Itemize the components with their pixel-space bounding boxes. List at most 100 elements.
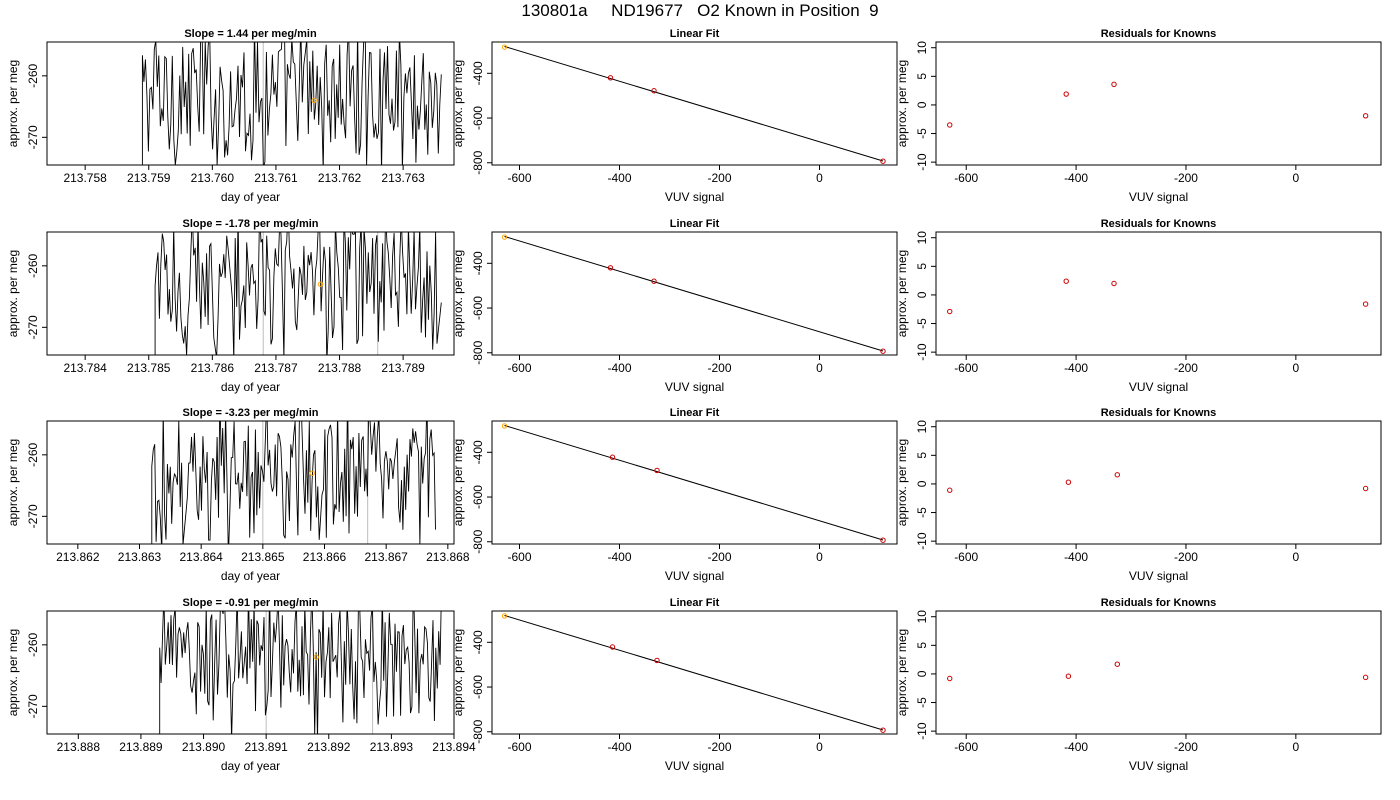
plot-title: Slope = -3.23 per meg/min [182,407,318,419]
x-tick-label: -400 [607,171,631,185]
data-point [1111,280,1117,287]
plot-frame [935,41,1382,166]
plot-area [947,278,1369,315]
y-tick-label: -800 [471,340,485,364]
x-tick-label: -200 [1174,171,1198,185]
x-tick-label: -600 [954,740,978,754]
x-tick-label: 213.762 [318,171,362,185]
x-axis-label: VUV signal [665,190,724,204]
data-point [1114,661,1120,667]
plot-area [501,613,886,733]
plot-panel: Residuals for Knowns -600 -400 -200 0 -10 -5 0 5… [895,28,1382,204]
data-trace [151,421,436,544]
x-tick-label: -600 [507,171,531,185]
plot-panel: Slope = 1.44 per meg/min 213.758 213.759 21… [6,28,455,204]
y-tick-label: 0 [915,291,929,298]
x-tick-label: 213.789 [381,361,425,375]
x-axis-label: day of year [221,380,280,394]
x-tick-label: -600 [954,550,978,564]
plot-title: Residuals for Knowns [1101,28,1217,40]
x-tick-label: -400 [1064,550,1088,564]
data-point [1063,91,1069,97]
x-axis-label: VUV signal [665,759,724,773]
plot-title: Slope = -0.91 per meg/min [182,597,318,609]
y-axis-label: approx. per meg [451,439,465,526]
x-axis-label: VUV signal [1129,759,1188,773]
plot-frame [46,41,455,166]
y-tick-label: -600 [471,106,485,130]
plot-title: Residuals for Knowns [1101,218,1217,230]
plot-frame [491,41,898,166]
data-point [1362,485,1369,492]
plot-title: Residuals for Knowns [1101,597,1217,609]
plot-area [501,44,886,164]
data-point [947,308,953,315]
y-tick-label: -260 [26,442,40,466]
data-point [654,467,660,474]
y-axis-label: approx. per meg [6,439,20,526]
x-tick-label: -600 [954,361,978,375]
plot-title: Residuals for Knowns [1101,407,1217,419]
x-tick-label: 213.758 [63,171,107,185]
y-tick-label: 5 [915,452,929,459]
plot-panel: Slope = -0.91 per meg/min 213.888 213.889 2… [6,597,476,773]
y-tick-label: -260 [26,253,40,277]
data-point [651,278,657,284]
y-tick-label: 0 [915,670,929,677]
plot-area [159,611,442,734]
plot-panel: Residuals for Knowns -600 -400 -200 0 -10 -5 0 5… [895,597,1382,773]
plot-title: Linear Fit [670,407,720,419]
data-point [1362,113,1369,119]
data-point [880,727,886,733]
plot-panel: Slope = -3.23 per meg/min 213.862 213.863 2… [6,407,470,583]
data-point [880,537,886,543]
y-tick-label: -600 [471,675,485,699]
x-tick-label: 213.788 [318,361,362,375]
y-tick-label: -270 [26,694,40,718]
plot-frame [491,610,898,735]
data-point [947,675,953,682]
x-tick-label: 213.889 [119,740,163,754]
data-point [1362,301,1369,307]
plot-title: Linear Fit [670,597,720,609]
data-point [1065,479,1072,485]
y-axis-label: approx. per meg [895,439,909,526]
x-tick-label: 213.891 [244,740,288,754]
y-tick-label: -10 [915,153,929,171]
y-tick-label: -270 [26,125,40,149]
data-point [609,454,616,460]
plot-frame [46,231,455,356]
data-point [501,613,508,619]
plot-area [947,81,1369,128]
x-tick-label: -400 [1064,740,1088,754]
plot-area [151,421,436,544]
y-tick-label: 10 [915,610,929,624]
y-tick-label: 10 [915,41,929,55]
data-point [947,487,953,493]
data-point [501,423,508,429]
y-axis-label: approx. per meg [451,60,465,147]
mean-marker [309,470,315,476]
data-point [501,44,508,50]
x-tick-label: 213.893 [370,740,414,754]
y-tick-label: -10 [915,532,929,550]
plot-frame [491,420,898,545]
x-tick-label: 213.866 [303,550,347,564]
x-tick-label: 213.784 [63,361,107,375]
x-tick-label: 0 [816,171,823,185]
plot-title: Linear Fit [670,28,720,40]
data-point [947,122,953,128]
y-tick-label: -400 [471,440,485,464]
y-tick-label: -260 [26,63,40,87]
plot-area [501,234,886,354]
x-tick-label: -400 [1064,171,1088,185]
fit-line [504,235,884,352]
page-title: 130801a ND19677 O2 Known in Position 9 [521,1,879,20]
x-tick-label: 0 [1293,550,1300,564]
x-tick-label: 0 [816,361,823,375]
plot-title: Slope = 1.44 per meg/min [184,28,317,40]
data-point [651,88,657,94]
data-trace [141,42,442,165]
y-tick-label: -600 [471,296,485,320]
data-point [609,644,616,650]
